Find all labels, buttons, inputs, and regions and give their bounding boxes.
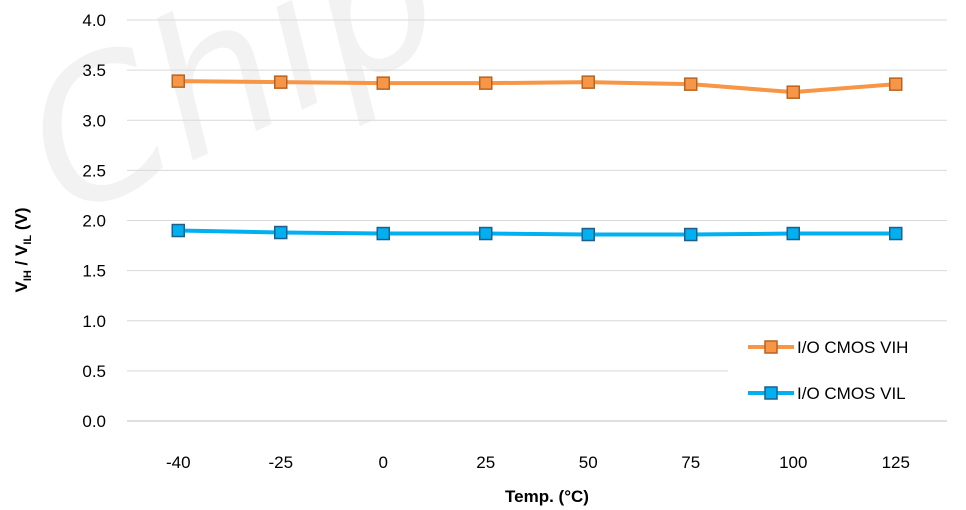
x-tick-label: 50: [579, 453, 598, 472]
x-tick-label: 25: [476, 453, 495, 472]
y-axis-title-sub-il: IL: [22, 235, 34, 245]
data-point-marker: [581, 75, 595, 89]
y-axis-title: VIH / VIL (V): [12, 207, 34, 292]
y-tick-label: 2.5: [82, 161, 106, 180]
x-tick-label: 125: [882, 453, 910, 472]
legend-label: I/O CMOS VIH: [797, 338, 908, 357]
data-point-marker: [376, 76, 390, 90]
data-point-marker: [889, 77, 903, 91]
watermark: Chip: [0, 0, 472, 260]
y-tick-label: 4.0: [82, 11, 106, 30]
y-axis-title-v2: / V: [12, 244, 31, 270]
data-point-marker: [274, 225, 288, 240]
x-tick-label: 0: [379, 453, 388, 472]
y-axis-title-v1: V: [12, 281, 31, 293]
x-tick-label: -25: [268, 453, 293, 472]
gridlines: [127, 19, 947, 372]
data-point-marker: [171, 223, 185, 238]
data-point-marker: [786, 85, 800, 99]
x-tick-label: -40: [166, 453, 191, 472]
data-point-marker: [684, 77, 698, 91]
x-tick-label: 75: [681, 453, 700, 472]
y-tick-labels: 0.0 0.5 1.0 1.5 2.0 2.5 3.0 3.5 4.0: [82, 11, 106, 431]
data-point-marker: [786, 226, 800, 241]
x-axis-title: Temp. (°C): [505, 487, 589, 506]
data-point-marker: [479, 226, 493, 241]
data-point-marker: [376, 226, 390, 241]
legend-marker: [764, 340, 778, 354]
series-line-1: [178, 228, 896, 237]
data-point-marker: [479, 76, 493, 90]
y-tick-label: 0.5: [82, 362, 106, 381]
legend: I/O CMOS VIH I/O CMOS VIL: [728, 330, 964, 420]
data-point-marker: [889, 226, 903, 241]
y-tick-label: 3.0: [82, 111, 106, 130]
y-tick-label: 0.0: [82, 412, 106, 431]
y-tick-label: 1.5: [82, 262, 106, 281]
y-axis-title-sub-ih: IH: [22, 270, 34, 281]
y-axis-title-unit: (V): [12, 207, 31, 234]
data-point-marker: [171, 74, 185, 88]
x-tick-label: 100: [779, 453, 807, 472]
data-point-marker: [684, 227, 698, 242]
legend-marker: [764, 386, 778, 400]
y-tick-label: 2.0: [82, 212, 106, 231]
series-line-0: [178, 79, 896, 95]
x-tick-labels: -40 -25 0 25 50 75 100 125: [166, 453, 910, 472]
legend-label: I/O CMOS VIL: [797, 384, 906, 403]
y-tick-label: 3.5: [82, 61, 106, 80]
data-point-marker: [274, 75, 288, 89]
y-tick-label: 1.0: [82, 312, 106, 331]
data-point-marker: [581, 227, 595, 242]
series-layer: [171, 74, 903, 242]
